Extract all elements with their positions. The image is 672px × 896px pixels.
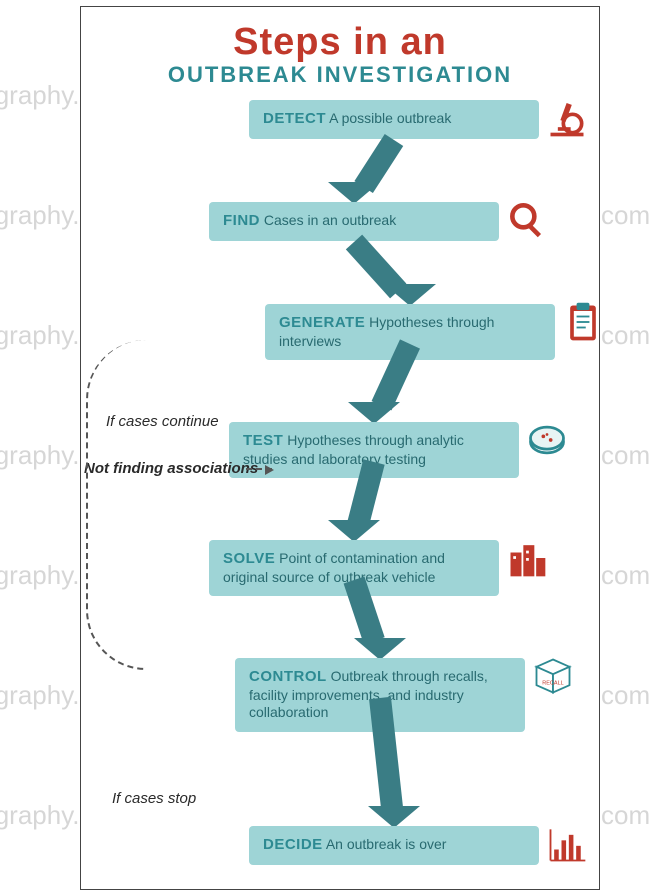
step-keyword: FIND (223, 212, 260, 229)
annot-if-stop: If cases stop (112, 790, 196, 807)
svg-text:RECALL: RECALL (542, 680, 563, 686)
step-decide: DECIDE An outbreak is over (249, 826, 539, 865)
box-icon: RECALL (531, 654, 575, 698)
city-icon (505, 536, 549, 580)
title-main: Steps in an (91, 21, 589, 64)
arrow-head (384, 284, 436, 306)
arrow-head (328, 520, 380, 542)
step-text: An outbreak is over (326, 836, 447, 852)
magnifier-icon (505, 198, 549, 242)
step-text: A possible outbreak (329, 110, 451, 126)
step-detect: DETECT A possible outbreak (249, 100, 539, 139)
step-keyword: TEST (243, 432, 283, 449)
petri-icon (525, 418, 569, 462)
diagram-frame: Steps in an OUTBREAK INVESTIGATION DETEC… (80, 6, 600, 890)
arrow-head (368, 806, 420, 828)
microscope-icon (545, 96, 589, 140)
barchart-icon (545, 822, 589, 866)
clipboard-icon (561, 300, 605, 344)
title-sub: OUTBREAK INVESTIGATION (91, 62, 589, 88)
steps-container: DETECT A possible outbreak FIND Cases in … (81, 96, 599, 876)
arrow-head (354, 638, 406, 660)
arrow-head (328, 182, 380, 204)
arrow-head (348, 402, 400, 424)
step-keyword: SOLVE (223, 550, 275, 567)
title-block: Steps in an OUTBREAK INVESTIGATION (81, 7, 599, 96)
loopback-curve (86, 340, 146, 670)
step-keyword: CONTROL (249, 668, 327, 685)
step-keyword: DETECT (263, 110, 326, 127)
dashed-arrow-notfinding (246, 468, 272, 470)
step-keyword: GENERATE (279, 314, 365, 331)
step-text: Cases in an outbreak (264, 212, 396, 228)
step-find: FIND Cases in an outbreak (209, 202, 499, 241)
step-keyword: DECIDE (263, 836, 323, 853)
